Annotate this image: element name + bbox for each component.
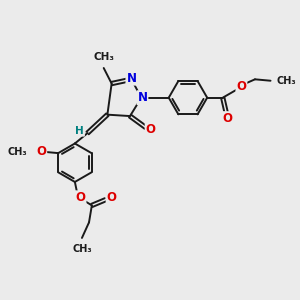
Text: CH₃: CH₃: [72, 244, 92, 254]
Text: O: O: [236, 80, 246, 93]
Text: O: O: [36, 145, 46, 158]
Text: O: O: [106, 191, 117, 204]
Text: N: N: [137, 91, 147, 104]
Text: CH₃: CH₃: [8, 147, 27, 157]
Text: N: N: [126, 72, 136, 85]
Text: O: O: [223, 112, 232, 125]
Text: H: H: [75, 126, 84, 136]
Text: O: O: [76, 191, 85, 204]
Text: CH₃: CH₃: [277, 76, 296, 86]
Text: CH₃: CH₃: [93, 52, 114, 62]
Text: O: O: [146, 123, 156, 136]
